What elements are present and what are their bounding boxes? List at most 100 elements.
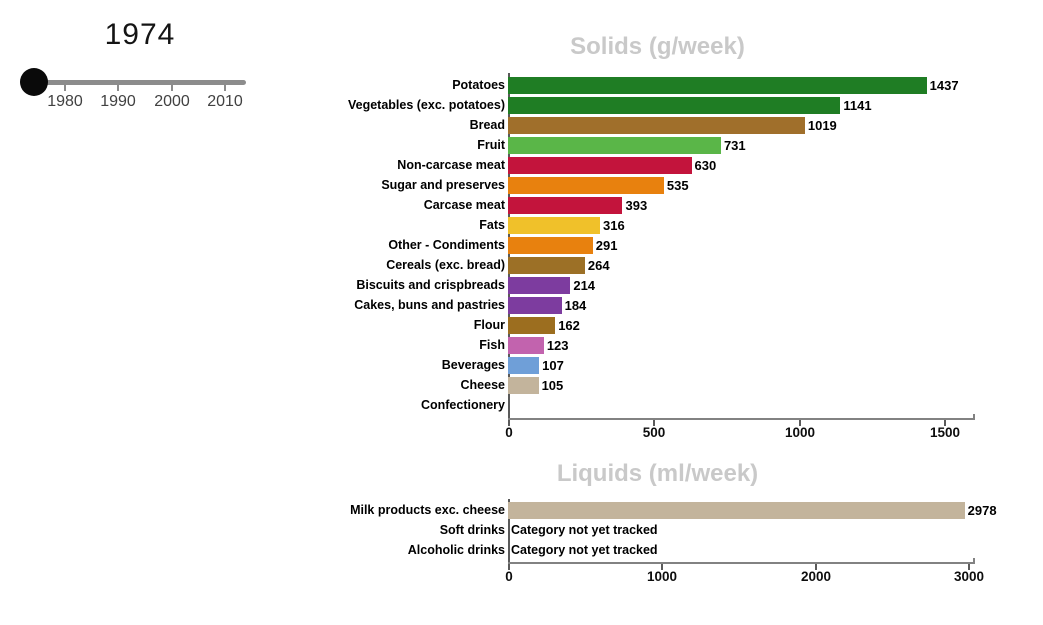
solids-chart: Solids (g/week) Potatoes 1437 Vegetables… [345,33,1025,453]
bar-potatoes [508,76,927,94]
bar-value: 630 [694,157,717,173]
category-label: Beverages [441,358,505,372]
category-label: Fish [479,338,505,352]
solids-x-tick [508,420,510,426]
liquids-x-tick [815,564,817,570]
bar-value: 162 [558,317,580,333]
solids-x-tick [799,420,801,426]
bar-bread [508,116,805,134]
liquids-x-tick-label: 1000 [646,569,678,584]
selected-year-label: 1974 [104,18,176,51]
bar-row-milk-products: Milk products exc. cheese 2978 [345,500,997,520]
solids-rows: Potatoes 1437 Vegetables (exc. potatoes)… [345,75,959,415]
bar-row-soft-drinks: Soft drinks Category not yet tracked [345,520,968,540]
solids-x-tick-label: 1500 [929,425,961,440]
liquids-chart-title: Liquids (ml/week) [556,460,759,487]
liquids-x-tick [968,564,970,570]
bar-beverages [508,356,540,374]
bar-value: 1019 [807,117,837,133]
category-label: Non-carcase meat [397,158,505,172]
category-label: Alcoholic drinks [407,543,505,557]
category-label: Confectionery [420,398,505,412]
bar-row-potatoes: Potatoes 1437 [345,75,959,95]
bar-row-sugar: Sugar and preserves 535 [345,175,945,195]
bar-row-confectionery: Confectionery [345,395,945,415]
bar-row-fats: Fats 316 [345,215,945,235]
slider-tick [117,85,119,91]
liquids-x-tick [661,564,663,570]
solids-x-tick-label: 500 [642,425,666,440]
category-label: Cheese [460,378,505,392]
slider-tick-label: 2010 [207,93,243,110]
category-label: Fats [479,218,505,232]
bar-value: 264 [587,257,610,273]
liquids-x-tick-label: 2000 [800,569,832,584]
bar-fish [508,336,544,354]
bar-flour [508,316,556,334]
category-label: Vegetables (exc. potatoes) [347,98,505,112]
slider-handle[interactable] [20,68,48,96]
bar-row-flour: Flour 162 [345,315,945,335]
bar-value: 393 [625,197,648,213]
solids-x-tick [944,420,946,426]
bar-row-fish: Fish 123 [345,335,945,355]
bar-value: 291 [595,237,618,253]
liquids-rows: Milk products exc. cheese 2978 Soft drin… [345,500,997,560]
category-label: Milk products exc. cheese [350,503,505,517]
year-slider: 1974 1980 1990 2000 2010 [10,15,300,125]
category-label: Cakes, buns and pastries [354,298,505,312]
bar-row-bread: Bread 1019 [345,115,945,135]
category-label: Carcase meat [423,198,505,212]
bar-row-vegetables: Vegetables (exc. potatoes) 1141 [345,95,945,115]
bar-value: 123 [546,337,569,353]
category-label: Potatoes [452,78,505,92]
slider-tick [171,85,173,91]
bar-row-beverages: Beverages 107 [345,355,945,375]
category-label: Bread [469,118,505,132]
bar-value: 731 [723,137,746,153]
bar-row-non-carcase-meat: Non-carcase meat 630 [345,155,945,175]
solids-x-axis [508,414,975,420]
bar-fats [508,216,601,234]
slider-tick-label: 2000 [154,93,190,110]
liquids-y-axis [508,499,510,564]
bar-milk-products [508,501,965,519]
solids-x-tick-label: 0 [505,425,513,440]
category-label: Soft drinks [439,523,505,537]
bar-row-fruit: Fruit 731 [345,135,945,155]
slider-tick-label: 1980 [47,93,83,110]
bar-cheese [508,376,539,394]
bar-row-cakes: Cakes, buns and pastries 184 [345,295,945,315]
category-label: Cereals (exc. bread) [386,258,505,272]
slider-track[interactable] [20,80,246,85]
slider-tick [224,85,226,91]
bar-value: 1141 [843,97,872,113]
category-label: Biscuits and crispbreads [356,278,505,292]
bar-cereals [508,256,585,274]
bar-value: 1437 [929,77,959,93]
not-tracked-note: Category not yet tracked [511,523,658,537]
slider-tick-label: 1990 [100,93,136,110]
solids-chart-title: Solids (g/week) [570,33,745,60]
bar-non-carcase-meat [508,156,692,174]
bar-value: 2978 [967,502,997,518]
solids-x-tick [653,420,655,426]
bar-row-alcoholic-drinks: Alcoholic drinks Category not yet tracke… [345,540,968,560]
bar-value: 184 [564,297,587,313]
category-label: Fruit [477,138,505,152]
bar-row-biscuits: Biscuits and crispbreads 214 [345,275,945,295]
category-label: Other - Condiments [388,238,505,252]
liquids-x-axis [508,558,975,564]
liquids-x-tick-label: 0 [505,569,513,584]
liquids-x-tick-label: 3000 [953,569,985,584]
bar-biscuits [508,276,571,294]
bar-value: 316 [603,217,625,233]
liquids-x-tick [508,564,510,570]
bar-fruit [508,136,721,154]
bar-value: 107 [542,357,564,373]
not-tracked-note: Category not yet tracked [511,543,658,557]
bar-carcase-meat [508,196,623,214]
bar-cakes [508,296,562,314]
bar-vegetables [508,96,841,114]
